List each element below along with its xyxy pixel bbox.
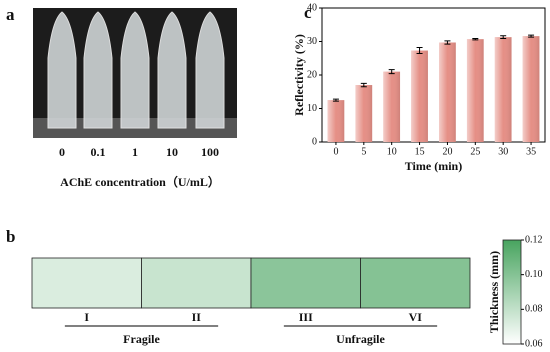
error-bar — [332, 98, 339, 102]
x-tick-label: 30 — [498, 146, 508, 157]
segment-label: VI — [409, 310, 423, 324]
colorbar-tick-label: 0.12 — [525, 234, 543, 245]
segment-label: I — [84, 310, 89, 324]
colorbar-tick-label: 0.10 — [525, 269, 543, 280]
x-tick-label: 25 — [470, 146, 480, 157]
segment-label: II — [192, 310, 202, 324]
bar-shade — [466, 39, 484, 142]
tube-label: 10 — [166, 145, 178, 159]
segment-label: III — [299, 310, 313, 324]
colorbar-tick-label: 0.06 — [525, 338, 543, 349]
tube-label: 100 — [201, 145, 219, 159]
y-tick-label: 0 — [312, 136, 317, 147]
error-bar — [472, 37, 479, 41]
bar-shade — [327, 100, 345, 142]
y-tick-label: 30 — [307, 36, 317, 47]
panel-label: b — [6, 227, 15, 246]
tube-label: 0.1 — [91, 145, 106, 159]
photo-x-label: AChE concentration（U/mL） — [60, 174, 220, 189]
y-axis-label: Reflectivity (%) — [292, 34, 306, 116]
segment — [360, 257, 471, 309]
error-bar — [500, 35, 507, 39]
error-bar — [444, 40, 451, 45]
y-tick-label: 20 — [307, 69, 317, 80]
error-bar — [360, 82, 367, 88]
x-tick-label: 10 — [387, 146, 397, 157]
bar-shade — [355, 85, 373, 142]
bar-shade — [522, 36, 540, 142]
bar-shade — [494, 37, 512, 142]
panel-label: c — [304, 3, 312, 22]
colorbar — [502, 239, 522, 345]
colorbar-label: Thickness (mm) — [487, 251, 501, 333]
tube-label: 0 — [59, 145, 65, 159]
x-tick-label: 15 — [415, 146, 425, 157]
tube-photo — [33, 8, 237, 138]
x-tick-label: 20 — [442, 146, 452, 157]
x-axis-label: Time (min) — [405, 159, 462, 173]
y-tick-label: 40 — [307, 2, 317, 13]
error-bar — [416, 47, 423, 55]
y-tick-label: 10 — [307, 103, 317, 114]
group-label: Unfragile — [336, 332, 385, 346]
bar-shade — [411, 50, 428, 142]
error-bar — [388, 69, 395, 75]
panel-label: a — [6, 5, 15, 24]
colorbar-tick-label: 0.08 — [525, 304, 543, 315]
bar-shade — [383, 71, 401, 142]
segment — [250, 257, 361, 309]
x-tick-label: 35 — [526, 146, 536, 157]
error-bar — [528, 34, 535, 38]
tube-label: 1 — [132, 145, 138, 159]
bar-shade — [439, 42, 456, 142]
group-label: Fragile — [123, 332, 160, 346]
x-tick-label: 5 — [361, 146, 366, 157]
segment — [141, 257, 252, 309]
segment — [31, 257, 142, 309]
x-tick-label: 0 — [333, 146, 338, 157]
